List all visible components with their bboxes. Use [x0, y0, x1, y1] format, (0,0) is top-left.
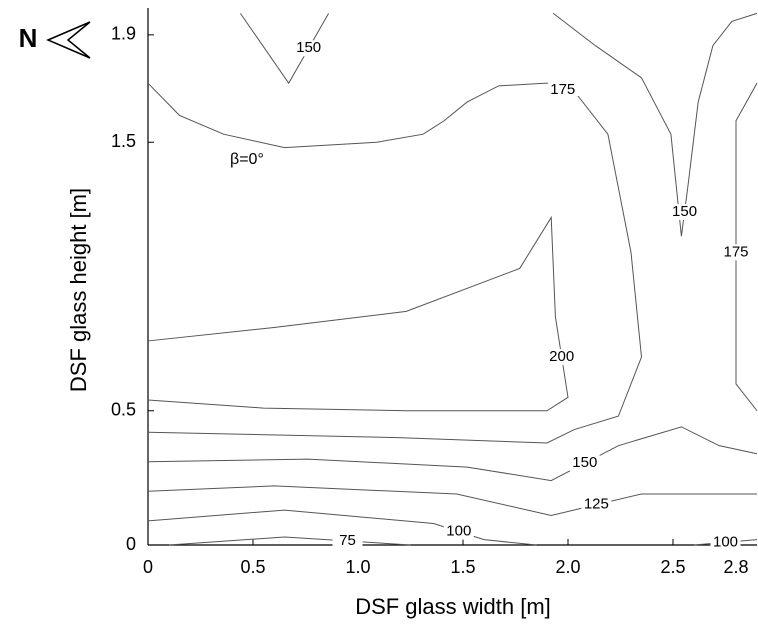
contour-label: 125	[584, 496, 609, 513]
contour-label-bg	[669, 204, 700, 221]
y-tick-label: 1.9	[111, 24, 136, 44]
contour-line	[147, 509, 537, 546]
contour-label-bg	[721, 244, 751, 261]
contour-label-bg	[443, 523, 474, 540]
contour-line	[147, 215, 569, 412]
contour-line	[147, 82, 643, 444]
x-tick-label: 2.5	[660, 557, 685, 577]
contour-label-bg	[332, 532, 363, 549]
contour-label: 100	[446, 523, 471, 540]
contour-label-bg	[547, 81, 578, 98]
y-tick-label: 1.5	[111, 131, 136, 151]
x-tick-label: 0.5	[240, 557, 265, 577]
north-label: N	[19, 23, 38, 53]
contour-label-bg	[569, 455, 600, 472]
x-tick-label: 1.5	[450, 557, 475, 577]
contour-line	[239, 13, 330, 85]
contour-label: 175	[723, 243, 748, 260]
contour-line	[147, 485, 757, 516]
x-tick-label: 1.0	[345, 557, 370, 577]
contour-label: 175	[550, 81, 575, 98]
contour-label: 150	[672, 203, 697, 220]
contour-label-bg	[581, 496, 612, 513]
contour-label: 200	[549, 348, 574, 365]
contour-line	[552, 12, 758, 237]
y-tick-label: 0	[126, 534, 136, 554]
x-tick-label: 2.8	[723, 557, 748, 577]
contour-label: 150	[572, 454, 597, 471]
contour-label: 150	[296, 39, 321, 56]
x-axis-label: DSF glass width [m]	[355, 594, 551, 619]
x-tick-label: 0	[143, 557, 153, 577]
y-axis-label: DSF glass height [m]	[66, 188, 91, 392]
contour-label-bg	[546, 349, 577, 366]
north-arrow	[46, 21, 91, 59]
x-tick-label: 2.0	[555, 557, 580, 577]
y-tick-label: 0.5	[111, 400, 136, 420]
contour-label-bg	[293, 40, 324, 57]
contour-label-bg	[710, 534, 741, 551]
contour-label: 75	[339, 532, 356, 549]
contour-label: 100	[713, 533, 738, 550]
contour-line	[168, 536, 411, 546]
annotation: β=0°	[230, 151, 264, 168]
contour-line	[147, 426, 758, 482]
